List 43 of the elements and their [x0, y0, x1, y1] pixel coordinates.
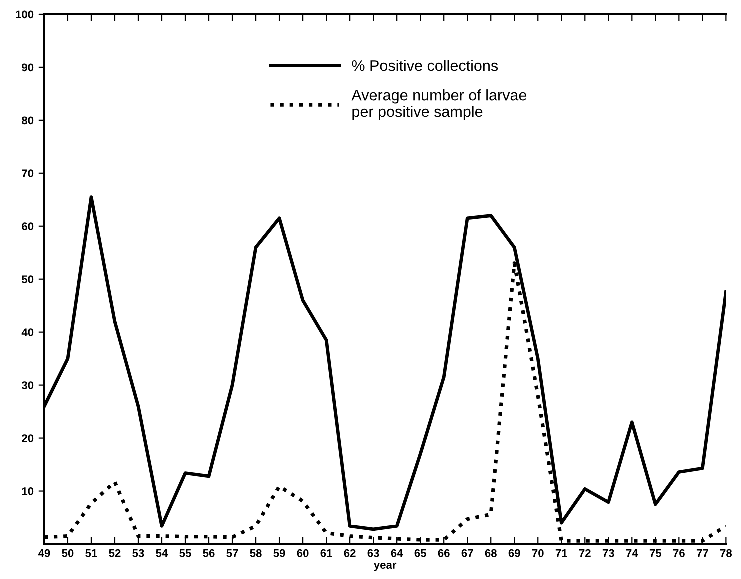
x-tick-label: 67	[462, 549, 474, 558]
x-axis-title: year	[374, 562, 397, 572]
y-tick-label: 10	[22, 488, 34, 496]
x-tick-label: 68	[485, 549, 497, 558]
y-tick-label: 70	[22, 170, 34, 178]
x-tick-label: 60	[297, 549, 309, 558]
x-tick-label: 77	[696, 550, 708, 558]
y-tick-label: 60	[22, 222, 34, 231]
x-tick-label: 59	[274, 549, 286, 558]
x-tick-label: 54	[156, 550, 168, 558]
x-tick-label: 69	[508, 549, 520, 558]
x-tick-label: 55	[180, 550, 192, 558]
x-tick-label: 72	[579, 549, 591, 558]
x-tick-label: 74	[626, 550, 638, 558]
x-tick-label: 61	[320, 549, 332, 558]
x-tick-label: 64	[391, 549, 404, 558]
x-tick-label: 75	[650, 550, 662, 558]
x-tick-label: 73	[602, 549, 614, 558]
legend-label: Average number of larvae per positive sample	[352, 90, 527, 120]
x-tick-label: 51	[86, 550, 98, 558]
x-tick-label: 78	[720, 549, 732, 558]
x-tick-label: 49	[38, 549, 50, 558]
x-tick-label: 71	[556, 550, 568, 558]
x-tick-label: 63	[368, 549, 380, 558]
x-tick-label: 52	[109, 549, 121, 558]
y-tick-label: 20	[22, 434, 34, 442]
x-tick-label: 58	[250, 549, 262, 558]
x-tick-label: 57	[226, 550, 238, 558]
y-tick-label: 80	[22, 116, 34, 125]
x-tick-label: 56	[203, 549, 215, 558]
x-tick-label: 62	[344, 549, 356, 558]
y-tick-label: 100	[16, 10, 34, 19]
x-tick-label: 66	[438, 549, 450, 558]
y-tick-label: 40	[22, 328, 34, 336]
legend-label: % Positive collections	[352, 60, 498, 72]
x-tick-label: 53	[132, 549, 144, 558]
x-tick-label: 65	[414, 549, 426, 558]
x-tick-label: 76	[673, 549, 685, 558]
x-tick-label: 70	[532, 549, 544, 558]
y-tick-label: 30	[22, 382, 34, 390]
y-tick-label: 50	[22, 276, 34, 284]
x-tick-label: 50	[62, 549, 74, 558]
y-tick-label: 90	[22, 64, 34, 72]
